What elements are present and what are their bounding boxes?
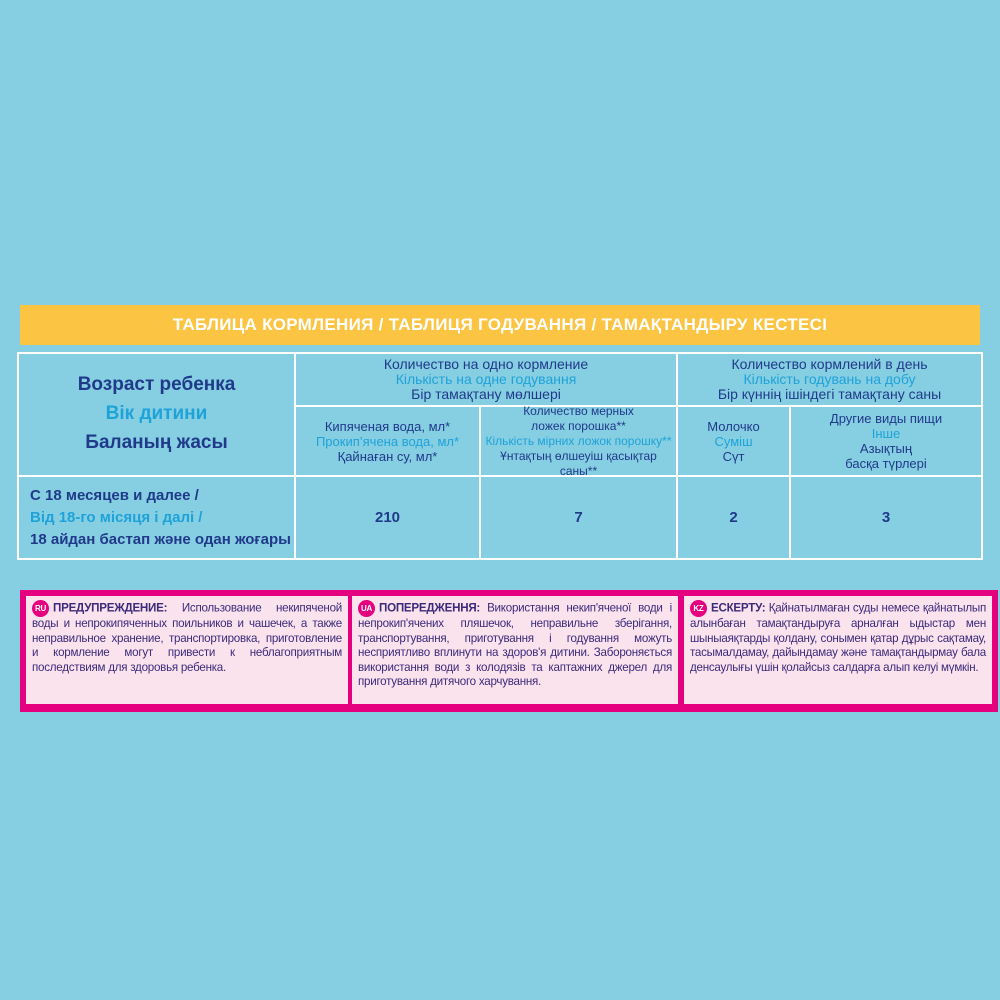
- column-header: Другие виды пищи Інше Азықтың басқа түрлері: [790, 407, 982, 475]
- age-header-line: Вік дитини: [105, 403, 208, 424]
- value-cell: 2: [677, 477, 790, 558]
- warning-text: RU ПРЕДУПРЕЖДЕНИЕ: Использование некипяче…: [26, 596, 348, 704]
- warning-body: Использование некипяченой воды и непроки…: [32, 601, 342, 674]
- language-badge: KZ: [690, 600, 707, 617]
- warning-text: KZ ЕСКЕРТУ: Қайнатылмаған суды немесе қай…: [684, 596, 992, 704]
- age-line: С 18 месяцев и далее /: [30, 486, 199, 504]
- warning-label: ПОПЕРЕДЖЕННЯ:: [379, 601, 481, 615]
- language-badge: RU: [32, 600, 49, 617]
- table-border: [17, 352, 19, 560]
- group-header-line: Бір күннің ішіндегі тамақтану саны: [717, 386, 942, 402]
- group-header-line: Бір тамақтану мөлшері: [411, 386, 561, 402]
- column-header-line: Другие виды пищи: [829, 411, 943, 426]
- column-header-line: Інше: [871, 426, 901, 441]
- warning-box: RU ПРЕДУПРЕЖДЕНИЕ: Использование некипяче…: [20, 590, 998, 712]
- column-header-line: Сүт: [722, 448, 745, 464]
- value: 2: [729, 509, 738, 526]
- column-header: Количество мерных ложек порошка** Кількіст…: [480, 403, 677, 478]
- value: 210: [374, 509, 401, 526]
- title-banner: ТАБЛИЦА КОРМЛЕНИЯ / ТАБЛИЦЯ ГОДУВАННЯ / …: [20, 305, 980, 345]
- table-border: [789, 405, 791, 560]
- age-line: 18 айдан бастап және одан жоғары: [30, 530, 291, 548]
- column-header: Молочко Суміш Сүт: [677, 407, 790, 475]
- group-header: Количество на одно кормление Кількість на…: [295, 354, 677, 405]
- age-header-line: Возраст ребенка: [77, 374, 236, 395]
- table-border: [676, 352, 678, 560]
- column-header-line: Азықтың: [859, 441, 913, 456]
- table-border: [981, 352, 983, 560]
- table-border: [18, 475, 982, 477]
- column-header-line: Қайнаған су, мл*: [337, 448, 438, 464]
- warning-body: Використання некип'яченої води і непроки…: [358, 601, 672, 689]
- age-header: Возраст ребенка Вік дитини Баланың жасы: [18, 352, 295, 475]
- table-border: [295, 405, 982, 407]
- table-border: [479, 405, 481, 560]
- value-cell: 210: [295, 477, 480, 558]
- column-header-line: Количество мерных: [523, 403, 634, 418]
- value: 3: [881, 509, 891, 526]
- group-header-line: Количество кормлений в день: [731, 356, 928, 372]
- value-cell: 7: [480, 477, 677, 558]
- warning-label: ЕСКЕРТУ:: [711, 601, 766, 615]
- warning-text: UA ПОПЕРЕДЖЕННЯ: Використання некип'ячено…: [352, 596, 678, 704]
- warning-body: Қайнатылмаған суды немесе қайнатылып алы…: [690, 601, 986, 674]
- age-line: Від 18-го місяця і далі /: [30, 508, 203, 526]
- column-header-line: ложек порошка**: [531, 418, 626, 433]
- table-border: [18, 558, 982, 560]
- value: 7: [574, 509, 583, 526]
- group-header-line: Кількість на одне годування: [395, 371, 577, 387]
- table-border: [294, 352, 296, 560]
- table-border: [18, 352, 982, 354]
- column-header-line: Кількість мірних ложок порошку**: [485, 433, 672, 448]
- column-header-line: Суміш: [714, 433, 753, 449]
- value-cell: 3: [790, 477, 982, 558]
- column-header-line: Кипяченая вода, мл*: [324, 418, 451, 434]
- age-header-line: Баланың жасы: [85, 432, 228, 453]
- group-header: Количество кормлений в день Кількість год…: [677, 354, 982, 405]
- age-cell: С 18 месяцев и далее / Від 18-го місяця і…: [18, 477, 295, 558]
- group-header-line: Количество на одно кормление: [383, 356, 589, 372]
- column-header-line: Прокип’ячена вода, мл*: [315, 433, 460, 449]
- warning-label: ПРЕДУПРЕЖДЕНИЕ:: [53, 601, 168, 615]
- column-header: Кипяченая вода, мл* Прокип’ячена вода, мл…: [295, 407, 480, 475]
- column-header-line: Молочко: [707, 418, 760, 434]
- language-badge: UA: [358, 600, 375, 617]
- column-header-line: басқа түрлері: [845, 456, 927, 471]
- group-header-line: Кількість годувань на добу: [743, 371, 916, 387]
- column-header-line: Ұнтақтың өлшеуіш қасықтар саны**: [500, 448, 657, 478]
